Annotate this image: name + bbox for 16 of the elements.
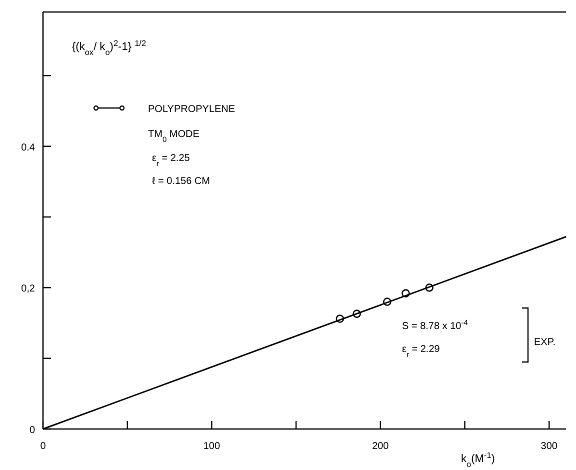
- x-tick-label: 200: [372, 441, 390, 452]
- annotation: ε$_{r}$ = 2.29: [402, 344, 440, 358]
- annotation: ε$_{r}$ = 2.25: [152, 153, 190, 168]
- x-tick-label: 0: [40, 441, 46, 452]
- x-tick-label: 100: [203, 441, 220, 452]
- annotation: S = 8.78 x 10$^{-4}$: [402, 318, 468, 332]
- y-axis-title: {(k$_{ox}$/ k$_{o}$)$^{2}$-1} $^{1/2}$: [72, 38, 146, 56]
- annotation: EXP.: [534, 337, 556, 348]
- legend-label: POLYPROPYLENE: [148, 104, 236, 115]
- x-axis-title: k$_{o}$(M$^{-1}$): [461, 450, 495, 468]
- y-tick-label: 0: [29, 425, 36, 436]
- annotation: TM$_{0}$ MODE: [148, 129, 200, 144]
- annotation: ℓ = 0.156 CM: [152, 176, 210, 187]
- y-tick-label: 0.4: [21, 142, 36, 154]
- y-tick-label: 0,2: [21, 284, 36, 295]
- x-tick-label: 300: [540, 441, 558, 452]
